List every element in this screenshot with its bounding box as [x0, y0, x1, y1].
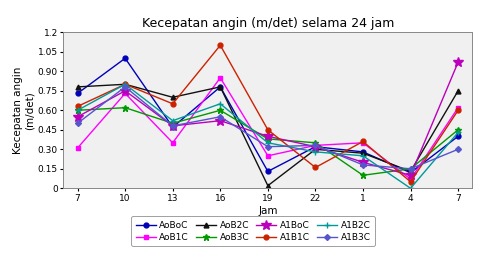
- AoB3C: [170, 122, 176, 125]
- A1B3C: [217, 115, 223, 118]
- AoB1C: [408, 178, 413, 181]
- AoB2C: [217, 85, 223, 89]
- Line: A1B1C: A1B1C: [75, 43, 461, 184]
- Legend: AoBoC, AoB1C, AoB2C, AoB3C, A1BoC, A1B1C, A1B2C, A1B3C: AoBoC, AoB1C, AoB2C, AoB3C, A1BoC, A1B1C…: [131, 217, 375, 246]
- A1BoC: [170, 124, 176, 128]
- A1B1C: [265, 128, 271, 132]
- A1BoC: [455, 61, 461, 64]
- AoB2C: [408, 170, 413, 173]
- AoBoC: [313, 145, 318, 148]
- AoB3C: [75, 109, 80, 112]
- A1B1C: [170, 102, 176, 105]
- AoB2C: [360, 152, 366, 155]
- A1B1C: [408, 180, 413, 183]
- AoBoC: [455, 135, 461, 138]
- AoB1C: [170, 141, 176, 144]
- AoB1C: [122, 92, 128, 95]
- AoB1C: [455, 106, 461, 109]
- A1B2C: [122, 83, 128, 86]
- AoBoC: [75, 92, 80, 95]
- A1B3C: [360, 163, 366, 167]
- AoB3C: [360, 174, 366, 177]
- AoBoC: [408, 171, 413, 174]
- AoB2C: [313, 148, 318, 151]
- Line: AoB1C: AoB1C: [75, 75, 461, 182]
- AoB3C: [122, 106, 128, 109]
- AoB3C: [455, 128, 461, 132]
- A1B3C: [408, 167, 413, 171]
- A1B2C: [265, 141, 271, 144]
- A1B3C: [170, 124, 176, 128]
- A1BoC: [217, 119, 223, 122]
- A1B1C: [455, 109, 461, 112]
- A1B2C: [313, 150, 318, 154]
- AoB3C: [265, 137, 271, 140]
- AoB1C: [313, 144, 318, 147]
- A1B3C: [265, 145, 271, 148]
- AoBoC: [122, 57, 128, 60]
- AoB3C: [313, 141, 318, 144]
- A1B2C: [170, 119, 176, 122]
- A1BoC: [265, 135, 271, 138]
- AoBoC: [217, 85, 223, 89]
- A1B3C: [75, 122, 80, 125]
- A1B1C: [313, 166, 318, 169]
- A1B1C: [75, 105, 80, 108]
- A1B2C: [455, 131, 461, 134]
- Line: A1BoC: A1BoC: [73, 57, 463, 180]
- A1BoC: [313, 145, 318, 148]
- AoBoC: [170, 126, 176, 129]
- AoB3C: [408, 167, 413, 171]
- AoB2C: [265, 184, 271, 187]
- AoB2C: [122, 83, 128, 86]
- A1BoC: [122, 89, 128, 93]
- Line: A1B3C: A1B3C: [75, 85, 460, 171]
- A1B2C: [360, 154, 366, 157]
- AoB2C: [75, 85, 80, 89]
- AoBoC: [265, 170, 271, 173]
- A1BoC: [75, 115, 80, 118]
- Line: A1B2C: A1B2C: [74, 81, 462, 192]
- A1B1C: [360, 140, 366, 143]
- A1B2C: [217, 102, 223, 105]
- Line: AoB2C: AoB2C: [75, 82, 461, 188]
- Line: AoBoC: AoBoC: [75, 56, 461, 175]
- AoB1C: [75, 146, 80, 150]
- A1BoC: [408, 174, 413, 177]
- A1B1C: [217, 44, 223, 47]
- AoB3C: [217, 109, 223, 112]
- A1B3C: [122, 85, 128, 89]
- A1B2C: [408, 187, 413, 190]
- AoBoC: [360, 150, 366, 154]
- AoB2C: [170, 96, 176, 99]
- A1B3C: [313, 144, 318, 147]
- AoB1C: [360, 141, 366, 144]
- AoB1C: [217, 76, 223, 79]
- A1BoC: [360, 161, 366, 164]
- AoB2C: [455, 89, 461, 93]
- A1B2C: [75, 109, 80, 112]
- Line: AoB3C: AoB3C: [74, 104, 462, 179]
- AoB1C: [265, 154, 271, 157]
- A1B1C: [122, 83, 128, 86]
- X-axis label: Jam: Jam: [258, 206, 278, 216]
- Y-axis label: Kecepatan angin
(m/det): Kecepatan angin (m/det): [13, 67, 35, 154]
- Title: Kecepatan angin (m/det) selama 24 jam: Kecepatan angin (m/det) selama 24 jam: [142, 17, 394, 30]
- A1B3C: [455, 148, 461, 151]
